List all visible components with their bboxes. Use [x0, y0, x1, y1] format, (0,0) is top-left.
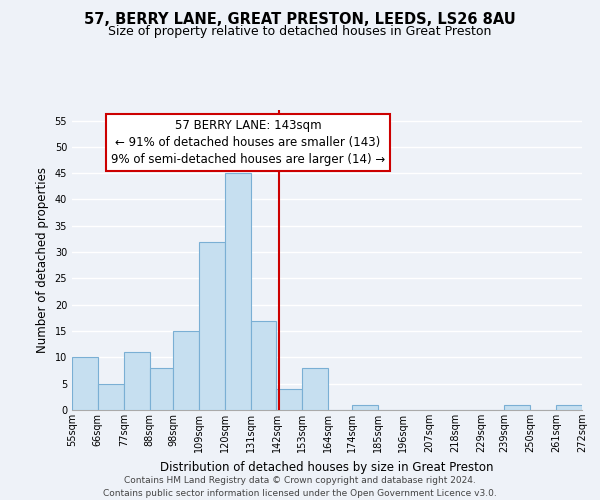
Bar — [124, 352, 149, 410]
Bar — [505, 404, 530, 410]
Bar — [149, 368, 173, 410]
Text: 57, BERRY LANE, GREAT PRESTON, LEEDS, LS26 8AU: 57, BERRY LANE, GREAT PRESTON, LEEDS, LS… — [84, 12, 516, 28]
Bar — [302, 368, 328, 410]
Y-axis label: Number of detached properties: Number of detached properties — [36, 167, 49, 353]
Text: 57 BERRY LANE: 143sqm
← 91% of detached houses are smaller (143)
9% of semi-deta: 57 BERRY LANE: 143sqm ← 91% of detached … — [111, 119, 385, 166]
Bar — [251, 320, 277, 410]
Bar — [277, 389, 302, 410]
Bar — [352, 404, 377, 410]
Bar — [556, 404, 582, 410]
Bar — [98, 384, 124, 410]
Bar — [225, 173, 251, 410]
Bar — [173, 331, 199, 410]
X-axis label: Distribution of detached houses by size in Great Preston: Distribution of detached houses by size … — [160, 460, 494, 473]
Text: Contains HM Land Registry data © Crown copyright and database right 2024.
Contai: Contains HM Land Registry data © Crown c… — [103, 476, 497, 498]
Text: Size of property relative to detached houses in Great Preston: Size of property relative to detached ho… — [109, 25, 491, 38]
Bar — [72, 358, 98, 410]
Bar — [199, 242, 225, 410]
